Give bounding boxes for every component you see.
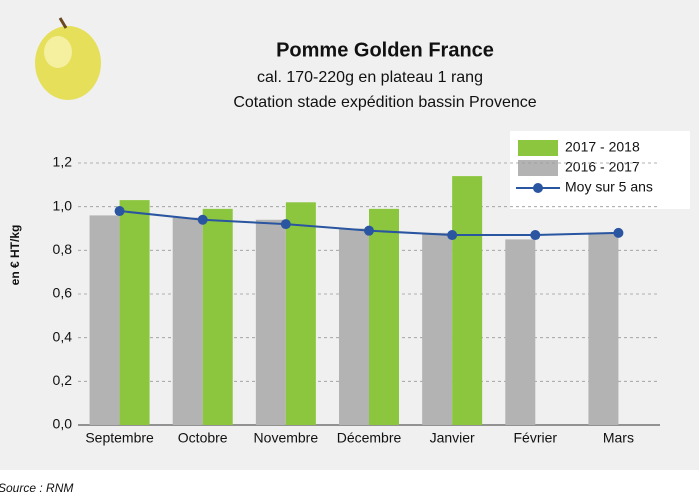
bar [119, 200, 150, 425]
apple-icon [35, 17, 101, 100]
y-tick-label: 0,8 [53, 241, 73, 257]
line-point [197, 214, 208, 225]
bar [505, 239, 536, 425]
y-tick-label: 0,6 [53, 285, 73, 301]
chart-subtitle: cal. 170-220g en plateau 1 rang [257, 69, 483, 86]
line-point [530, 230, 541, 241]
bar [369, 208, 399, 425]
legend-label: Moy sur 5 ans [565, 179, 653, 195]
bar [255, 219, 286, 425]
bar [172, 217, 203, 425]
x-tick-label: Février [514, 430, 558, 446]
x-tick-label: Janvier [430, 430, 475, 446]
x-tick-label: Décembre [337, 430, 402, 446]
line-point [364, 225, 374, 236]
bar [588, 232, 619, 425]
chart-title: Pomme Golden France [276, 39, 494, 61]
legend-swatch [533, 183, 543, 193]
legend-label: 2017 - 2018 [565, 139, 640, 155]
x-tick-label: Novembre [254, 430, 319, 446]
legend-swatch [518, 160, 558, 176]
x-tick-label: Octobre [178, 430, 228, 446]
legend-label: 2016 - 2017 [565, 159, 640, 175]
legend-swatch [518, 140, 558, 156]
x-tick-label: Septembre [85, 430, 154, 446]
x-tick-label: Mars [603, 430, 634, 446]
bar [202, 208, 233, 425]
source: Source : RNM [0, 481, 73, 495]
line-point [280, 219, 291, 230]
legend: 2017 - 2018 2016 - 2017 Moy sur 5 ans [510, 131, 690, 209]
y-tick-label: 0,0 [53, 416, 73, 432]
y-tick-label: 0,2 [53, 372, 73, 388]
y-tick-label: 1,0 [53, 197, 73, 213]
y-tick-label: 1,2 [53, 154, 73, 170]
line-point [447, 230, 458, 241]
bar [285, 202, 316, 425]
bar [89, 215, 120, 425]
line-point [114, 206, 125, 217]
bar [339, 228, 369, 425]
y-tick-label: 0,4 [53, 328, 73, 344]
y-axis-label: en € HT/kg [8, 225, 22, 286]
chart-subtitle: Cotation stade expédition bassin Provenc… [233, 94, 536, 111]
bar [452, 176, 483, 425]
bar [422, 232, 453, 425]
line-point [613, 227, 624, 238]
